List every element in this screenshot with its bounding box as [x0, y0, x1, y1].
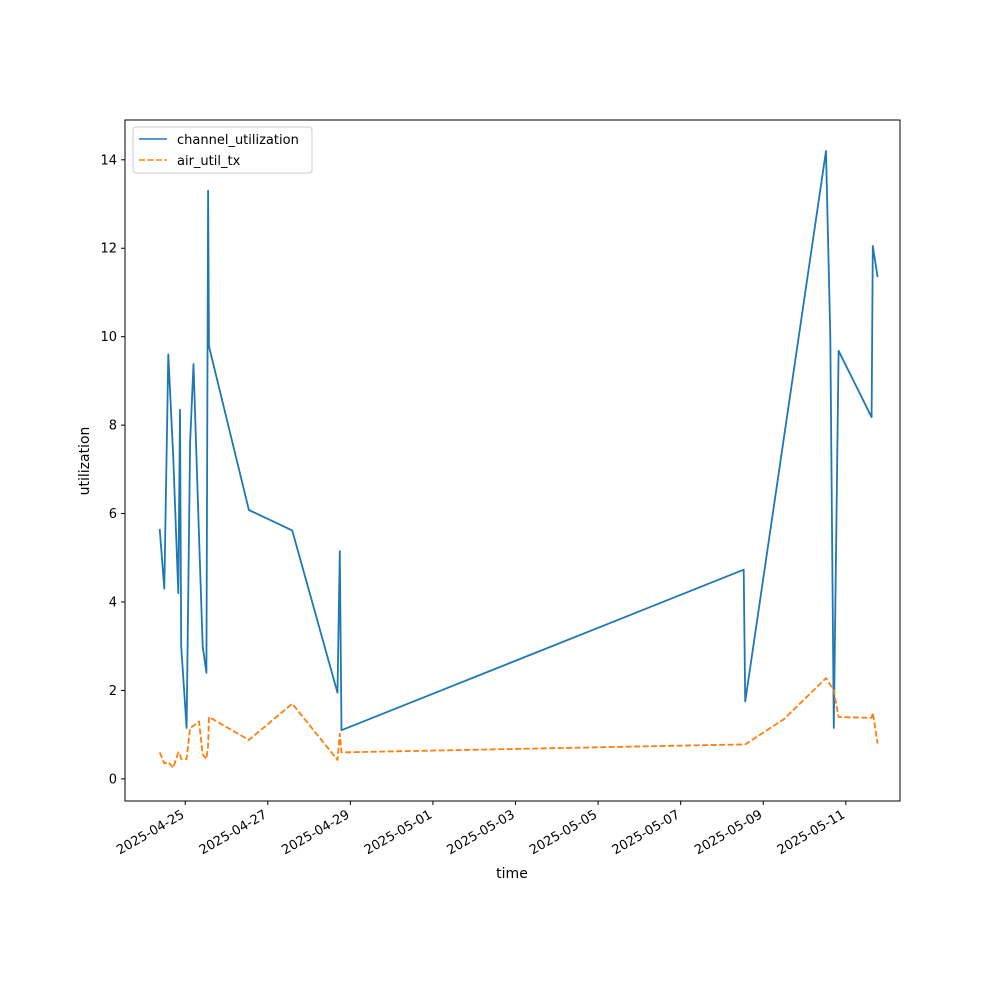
y-tick-label: 12 — [100, 242, 117, 257]
legend: channel_utilization air_util_tx — [132, 126, 313, 174]
legend-label-channel-utilization: channel_utilization — [177, 133, 299, 148]
y-tick-label: 10 — [100, 330, 117, 345]
series-layer — [158, 150, 879, 769]
plot-frame — [124, 119, 901, 802]
y-tick-label: 2 — [109, 684, 117, 699]
y-tick-label: 8 — [109, 419, 117, 434]
legend-label-air-util-tx: air_util_tx — [177, 154, 241, 169]
y-tick-label: 14 — [100, 153, 117, 168]
legend-box — [132, 126, 313, 174]
y-axis: 0 2 4 6 8 10 12 14 — [100, 153, 125, 787]
y-tick-label: 0 — [109, 772, 117, 787]
y-tick-label: 4 — [109, 596, 117, 611]
y-tick-label: 6 — [109, 507, 117, 522]
x-axis-title: time — [496, 866, 528, 882]
y-axis-title: utilization — [77, 427, 93, 496]
series-line-channel-utilization — [158, 150, 879, 732]
